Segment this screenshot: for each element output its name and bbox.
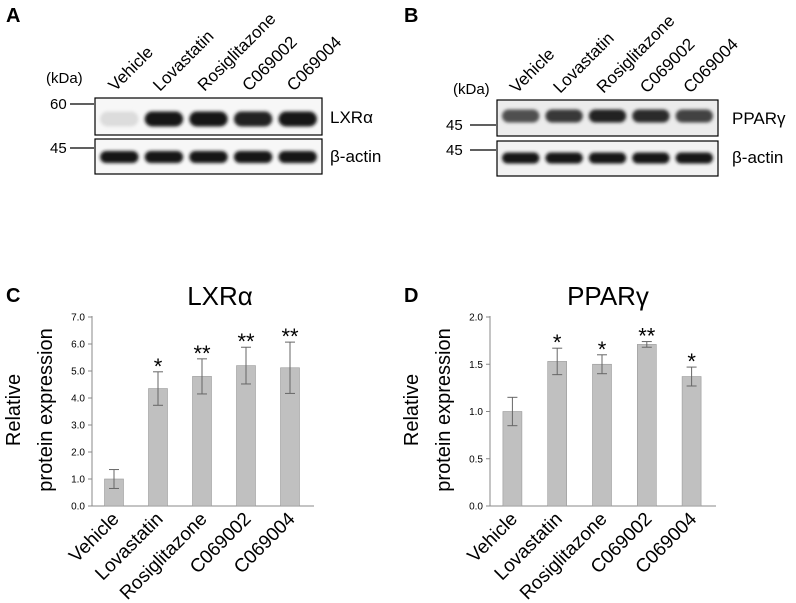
panel-label-a: A	[6, 5, 20, 27]
chart-ppar: PPARγ Relative protein expression 0.0 0.5…	[401, 281, 716, 603]
y-axis-label-line2: protein expression	[35, 328, 57, 491]
significance-marker-lovastatin: *	[553, 330, 562, 355]
chart-lxr: LXRα Relative protein expression 0.0 1.0 2…	[3, 281, 314, 603]
lxr-band-3	[189, 111, 228, 127]
ppar-bands	[502, 109, 713, 123]
ppar-band-4	[632, 109, 670, 123]
bar-lovastatin	[547, 361, 568, 507]
actin-band-b-5	[675, 152, 713, 164]
marker-45-label-b1: 45	[446, 117, 463, 134]
lxr-band-5	[278, 111, 317, 127]
kda-unit-label-b: (kDa)	[453, 81, 490, 98]
significance-marker-lovastatin: *	[154, 354, 163, 379]
actin-band-b-4	[632, 152, 670, 164]
lxr-blot-label: LXRα	[330, 108, 373, 127]
y-tick-label: 1.5	[469, 360, 483, 371]
significance-marker-c069002: **	[638, 324, 656, 349]
y-tick-label: 2.0	[71, 448, 85, 459]
y-tick-label: 7.0	[71, 313, 85, 324]
bar-lovastatin	[148, 388, 168, 507]
significance-marker-rosiglitazone: *	[598, 337, 607, 362]
y-axis-label-line1: Relative	[3, 374, 25, 446]
y-tick-label: 0.0	[71, 502, 85, 513]
y-tick-label: 0.5	[469, 454, 483, 465]
actin-bands-b	[502, 152, 713, 164]
lane-label-vehicle: Vehicle	[506, 45, 558, 97]
panel-label-b: B	[404, 5, 418, 27]
kda-unit-label: (kDa)	[46, 70, 83, 87]
actin-band-a-3	[189, 151, 228, 163]
bar-c069002	[236, 365, 256, 507]
bar-rosiglitazone	[592, 363, 612, 507]
significance-marker-c069002: **	[237, 329, 255, 354]
ppar-band-5	[675, 109, 713, 123]
y-tick-label: 6.0	[71, 340, 85, 351]
lane-labels-a: VehicleLovastatinRosiglitazoneC069002C06…	[105, 9, 346, 95]
lxr-band-2	[144, 111, 184, 127]
y-tick-label: 0.0	[469, 502, 483, 513]
marker-45-label: 45	[50, 140, 67, 157]
actin-band-a-5	[278, 151, 317, 163]
bar-c069004	[681, 376, 702, 507]
y-tick-label: 1.0	[71, 475, 85, 486]
y-tick-label: 5.0	[71, 367, 85, 378]
lane-labels-b: VehicleLovastatinRosiglitazoneC069002C06…	[506, 11, 742, 97]
chart-title-lxr: LXRα	[187, 281, 253, 311]
y-tick-label: 1.0	[469, 407, 483, 418]
actin-band-a-2	[144, 151, 184, 163]
actin-blot-label-a: β-actin	[330, 147, 381, 166]
western-blot-a: (kDa) 60 45 LXRα β-actin VehicleLovastat…	[46, 9, 381, 175]
ppar-band-1	[502, 109, 540, 123]
lxr-band-1	[100, 111, 139, 127]
ppar-band-2	[545, 109, 583, 123]
panel-label-c: C	[6, 285, 20, 307]
western-blot-b: (kDa) 45 45 PPARγ β-actin VehicleLovasta…	[446, 11, 786, 177]
y-axis-label-line1-d: Relative	[401, 374, 423, 446]
lxr-band-4	[233, 111, 273, 127]
significance-marker-rosiglitazone: **	[193, 341, 211, 366]
actin-blot-label-b: β-actin	[732, 148, 783, 167]
y-tick-label: 3.0	[71, 421, 85, 432]
actin-band-b-3	[588, 152, 627, 164]
lxr-bands	[100, 111, 317, 127]
marker-60-label: 60	[50, 96, 67, 113]
y-tick-label: 4.0	[71, 394, 85, 405]
y-tick-label: 2.0	[469, 313, 483, 324]
actin-band-a-4	[233, 151, 273, 163]
y-axis-label-line2-d: protein expression	[433, 328, 455, 491]
bar-rosiglitazone	[192, 376, 212, 507]
actin-band-b-2	[545, 152, 583, 164]
ppar-band-3	[588, 109, 627, 123]
bar-c069002	[636, 344, 657, 507]
chart-title-ppar: PPARγ	[567, 281, 649, 311]
ppar-blot-label: PPARγ	[732, 109, 786, 128]
significance-marker-c069004: **	[281, 324, 299, 349]
marker-45-label-b2: 45	[446, 142, 463, 159]
actin-band-b-1	[502, 152, 540, 164]
actin-bands-a	[100, 151, 317, 163]
actin-band-a-1	[100, 151, 139, 163]
lane-label-vehicle: Vehicle	[105, 43, 157, 95]
panel-label-d: D	[404, 285, 418, 307]
significance-marker-c069004: *	[687, 349, 696, 374]
